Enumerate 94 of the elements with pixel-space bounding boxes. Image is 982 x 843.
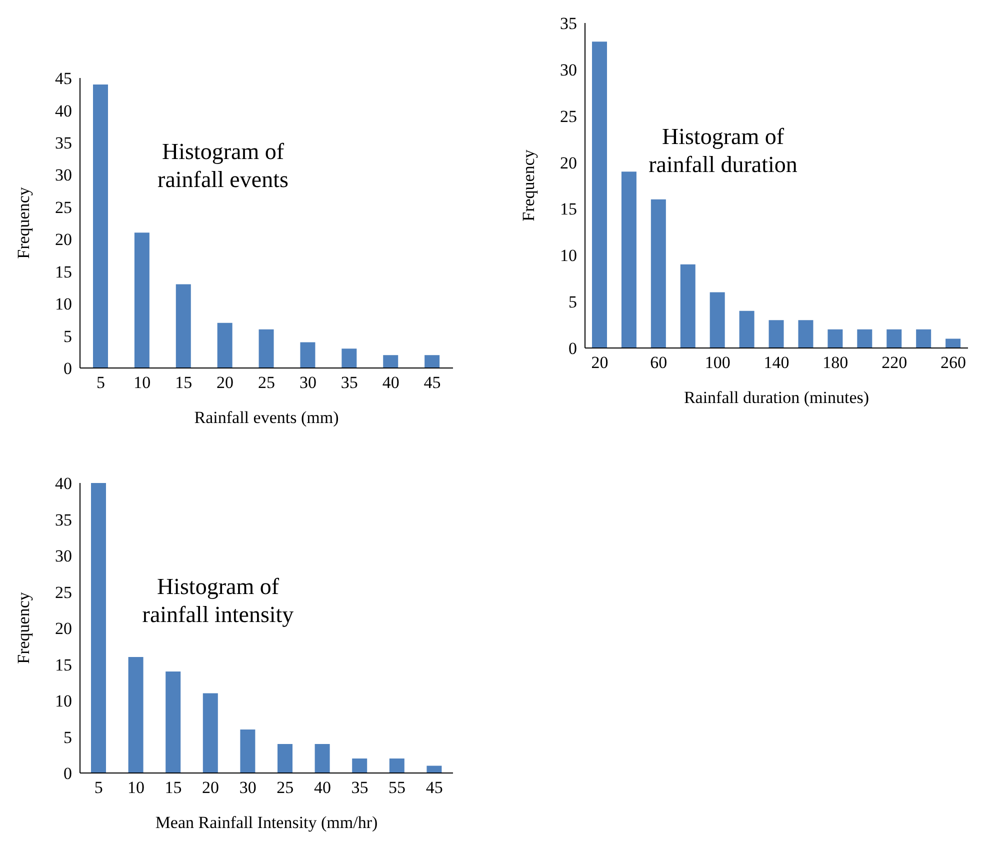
x-tick-label: 20 <box>591 353 608 372</box>
y-tick-label: 35 <box>55 133 72 152</box>
y-tick-label: 20 <box>55 619 72 638</box>
x-tick-label: 180 <box>822 353 848 372</box>
y-axis-title: Frequency <box>519 149 538 222</box>
y-tick-label: 35 <box>55 510 72 530</box>
x-tick-label: 30 <box>239 778 256 798</box>
y-tick-label: 30 <box>560 60 577 80</box>
y-tick-label: 20 <box>560 153 577 172</box>
bar <box>680 264 696 348</box>
y-tick-label: 30 <box>55 166 72 185</box>
x-axis-title: Rainfall events (mm) <box>194 408 339 427</box>
bar <box>946 338 961 348</box>
bar <box>710 292 725 348</box>
y-tick-label: 10 <box>55 692 72 711</box>
bar <box>828 329 843 348</box>
bar <box>916 329 932 348</box>
x-tick-label: 260 <box>940 353 966 372</box>
x-axis-title: Mean Rainfall Intensity (mm/hr) <box>155 813 378 832</box>
x-tick-label: 35 <box>340 373 358 392</box>
y-tick-label: 15 <box>55 262 72 282</box>
x-tick-label: 10 <box>127 778 144 798</box>
bar <box>383 355 398 368</box>
y-tick-label: 0 <box>568 339 577 358</box>
bar <box>798 320 814 348</box>
bar <box>426 766 442 773</box>
y-tick-label: 25 <box>560 106 577 126</box>
x-axis-title: Rainfall duration (minutes) <box>684 388 870 407</box>
x-tick-label: 5 <box>96 373 105 392</box>
bar <box>300 342 316 368</box>
y-tick-label: 15 <box>560 200 577 219</box>
y-tick-label: 5 <box>64 326 72 346</box>
y-axis-title: Frequency <box>14 186 34 259</box>
y-tick-label: 10 <box>55 294 72 314</box>
bar <box>857 329 872 348</box>
bar <box>592 42 607 348</box>
x-tick-label: 30 <box>299 373 316 392</box>
bar <box>314 744 330 773</box>
x-tick-label: 60 <box>650 353 668 372</box>
y-tick-label: 15 <box>55 655 72 674</box>
x-tick-label: 100 <box>704 353 730 372</box>
y-tick-label: 5 <box>64 728 72 747</box>
y-tick-label: 35 <box>560 14 577 34</box>
bar <box>93 84 108 368</box>
x-tick-label: 5 <box>94 778 103 798</box>
bar <box>424 355 440 368</box>
y-axis-title: Frequency <box>14 592 34 664</box>
y-tick-label: 20 <box>55 230 72 250</box>
x-tick-label: 45 <box>424 373 441 392</box>
bar <box>768 320 784 348</box>
x-tick-label: 45 <box>426 778 443 798</box>
x-tick-label: 40 <box>382 373 400 392</box>
bar <box>91 483 106 773</box>
y-tick-label: 25 <box>55 198 72 217</box>
bar <box>202 693 218 773</box>
bar <box>176 284 191 368</box>
text: Histogram of rainfall events <box>156 138 290 194</box>
bar <box>342 348 357 368</box>
bar <box>886 329 902 348</box>
x-tick-label: 20 <box>216 373 234 392</box>
x-tick-label: 15 <box>164 778 182 798</box>
x-tick-label: 15 <box>175 373 192 392</box>
y-tick-label: 0 <box>64 764 72 784</box>
bar <box>650 199 666 348</box>
bar <box>166 672 181 773</box>
x-tick-label: 40 <box>314 778 331 798</box>
x-tick-label: 25 <box>258 373 275 392</box>
y-tick-label: 5 <box>568 292 577 312</box>
y-tick-label: 40 <box>55 101 72 120</box>
y-tick-label: 30 <box>55 546 72 566</box>
y-tick-label: 40 <box>55 474 72 494</box>
bar <box>278 744 292 773</box>
bar <box>217 322 232 368</box>
x-tick-label: 220 <box>882 353 908 372</box>
x-tick-label: 140 <box>764 353 790 372</box>
text: Histogram of rainfall intensity <box>141 573 295 629</box>
x-tick-label: 25 <box>276 778 294 798</box>
bar <box>258 329 274 368</box>
bar <box>128 657 144 773</box>
x-tick-label: 55 <box>388 778 406 798</box>
y-tick-label: 0 <box>64 359 72 378</box>
bar <box>621 172 636 348</box>
bar <box>739 310 754 348</box>
y-tick-label: 45 <box>55 69 72 88</box>
bar <box>134 232 150 368</box>
bar <box>352 758 368 773</box>
bar <box>389 758 404 773</box>
text: Histogram of rainfall duration <box>648 123 798 179</box>
x-tick-label: 35 <box>351 778 368 798</box>
y-tick-label: 10 <box>560 246 577 266</box>
y-tick-label: 25 <box>55 582 72 602</box>
x-tick-label: 20 <box>202 778 220 798</box>
x-tick-label: 10 <box>134 373 151 392</box>
bar <box>240 730 256 773</box>
